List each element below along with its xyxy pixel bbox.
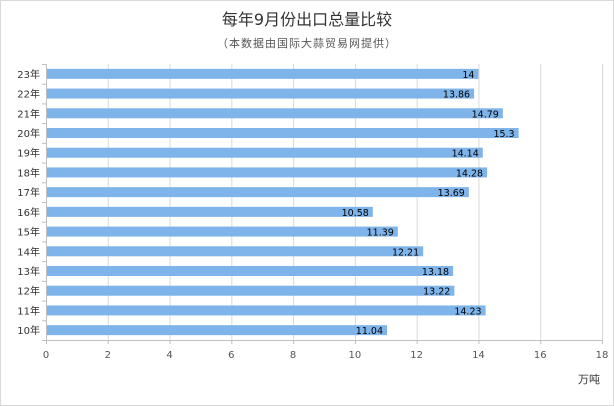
bar <box>47 167 488 178</box>
x-tick-label: 0 <box>43 350 49 361</box>
bar <box>47 246 424 257</box>
bar <box>47 305 486 316</box>
category-label: 22年 <box>17 88 40 101</box>
data-label: 14.79 <box>472 109 499 120</box>
chart-subtitle: （本数据由国际大蒜贸易网提供） <box>217 37 397 50</box>
y-axis: 23年 22年 21年 20年 19年 18年 17年 16年 15年 14年 13年 12年 11年 1… <box>17 64 47 341</box>
x-tick-label: 4 <box>166 350 172 361</box>
bar <box>47 226 398 237</box>
data-label: 12.21 <box>392 247 419 258</box>
category-label: 20年 <box>17 127 40 140</box>
x-tick-label: 6 <box>228 350 234 361</box>
category-label: 12年 <box>17 285 40 298</box>
data-label: 14.28 <box>456 168 483 179</box>
category-label: 13年 <box>17 265 40 278</box>
x-tick-label: 16 <box>534 350 547 361</box>
bar <box>47 285 455 296</box>
category-label: 18年 <box>17 166 40 179</box>
bar <box>47 88 475 99</box>
x-axis: 0 2 4 6 8 10 12 14 16 18 <box>43 340 609 361</box>
chart-title: 每年9月份出口总量比较 <box>221 10 393 29</box>
gridlines <box>107 64 603 340</box>
category-label: 11年 <box>17 304 40 317</box>
bar <box>47 266 454 276</box>
category-label: 15年 <box>17 226 40 239</box>
bars <box>47 68 519 336</box>
bar <box>47 147 483 158</box>
data-label: 13.86 <box>443 90 470 101</box>
data-label: 14 <box>462 70 474 81</box>
data-label: 15.3 <box>493 129 514 140</box>
data-label: 14.23 <box>454 306 481 317</box>
bar <box>47 206 373 217</box>
x-tick-label: 12 <box>410 350 423 361</box>
bar <box>47 108 503 119</box>
data-label: 11.04 <box>356 326 383 337</box>
bar <box>47 187 469 198</box>
category-label: 16年 <box>17 206 40 219</box>
category-label: 19年 <box>17 147 40 160</box>
x-tick-label: 8 <box>290 350 296 361</box>
data-label: 11.39 <box>367 228 394 239</box>
data-label: 13.69 <box>438 188 465 199</box>
data-label: 13.18 <box>422 267 449 278</box>
x-tick-label: 2 <box>105 350 111 361</box>
data-label: 14.14 <box>452 149 479 160</box>
x-axis-unit: 万吨 <box>578 373 600 386</box>
category-label: 17年 <box>17 186 40 199</box>
data-label: 10.58 <box>342 208 369 219</box>
category-label: 23年 <box>17 68 40 81</box>
category-label: 10年 <box>17 324 40 337</box>
bar <box>47 325 388 336</box>
bar <box>47 128 519 138</box>
bar <box>47 68 479 79</box>
x-tick-label: 14 <box>472 350 485 361</box>
category-label: 21年 <box>17 107 40 120</box>
category-label: 14年 <box>17 245 40 258</box>
x-tick-label: 18 <box>596 350 609 361</box>
data-label: 13.22 <box>423 287 450 298</box>
x-tick-label: 10 <box>349 350 362 361</box>
